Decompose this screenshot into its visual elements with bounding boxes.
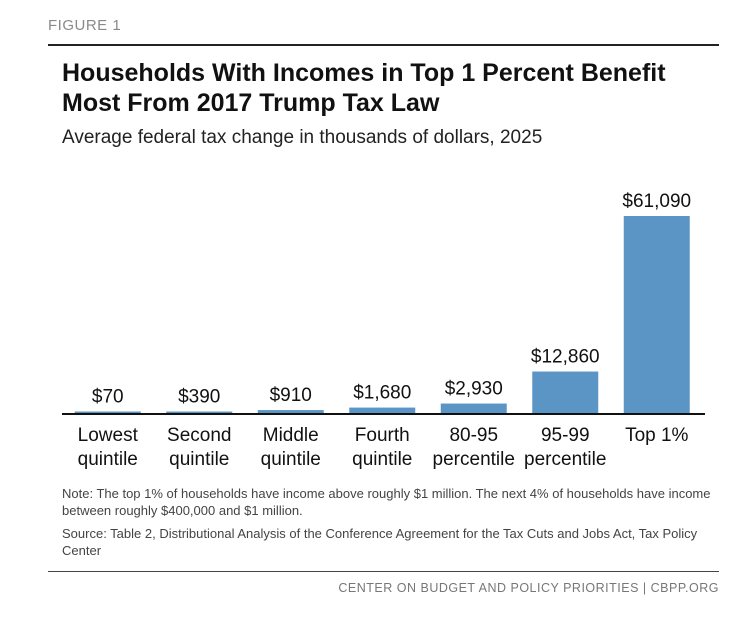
category-label-2-1: quintile	[261, 449, 321, 470]
category-label-4-0: 80-95	[449, 425, 498, 446]
bar-2	[257, 410, 324, 413]
bars-group	[74, 216, 690, 413]
bar-3	[349, 407, 416, 413]
value-label-3: $1,680	[353, 383, 411, 404]
category-labels-group: Lowest quintile Second quintile Middle quinti…	[78, 425, 689, 470]
value-label-5: $12,860	[531, 347, 600, 368]
bar-1	[166, 411, 233, 413]
value-labels-group: $70 $390 $910 $1,680 $2,930 $12,860 $61,090	[92, 191, 691, 408]
value-label-2: $910	[270, 385, 312, 406]
bar-0	[74, 411, 141, 413]
category-label-3-0: Fourth	[355, 425, 410, 446]
category-label-1-0: Second	[167, 425, 231, 446]
category-label-4-1: percentile	[433, 449, 515, 470]
footer-credit: CENTER ON BUDGET AND POLICY PRIORITIES |…	[338, 581, 719, 595]
value-label-4: $2,930	[445, 379, 503, 400]
bottom-divider	[48, 571, 719, 573]
chart-note: Note: The top 1% of households have inco…	[62, 486, 711, 518]
category-label-3-1: quintile	[352, 449, 412, 470]
category-label-5-0: 95-99	[541, 425, 590, 446]
value-label-1: $390	[178, 387, 220, 408]
bar-5	[532, 371, 599, 413]
value-label-6: $61,090	[622, 191, 691, 212]
chart-title: Households With Incomes in Top 1 Percent…	[62, 59, 666, 117]
category-label-1-1: quintile	[169, 449, 229, 470]
value-label-0: $70	[92, 387, 124, 408]
category-label-5-1: percentile	[524, 449, 606, 470]
category-label-0-0: Lowest	[78, 425, 139, 446]
bar-4	[440, 403, 507, 413]
category-label-6-0: Top 1%	[625, 425, 688, 446]
top-divider	[48, 44, 719, 46]
bar-6	[623, 216, 690, 413]
category-label-0-1: quintile	[78, 449, 138, 470]
category-label-2-0: Middle	[263, 425, 319, 446]
chart-subtitle: Average federal tax change in thousands …	[62, 127, 543, 148]
figure-label: FIGURE 1	[48, 17, 122, 34]
chart-source: Source: Table 2, Distributional Analysis…	[62, 526, 698, 558]
